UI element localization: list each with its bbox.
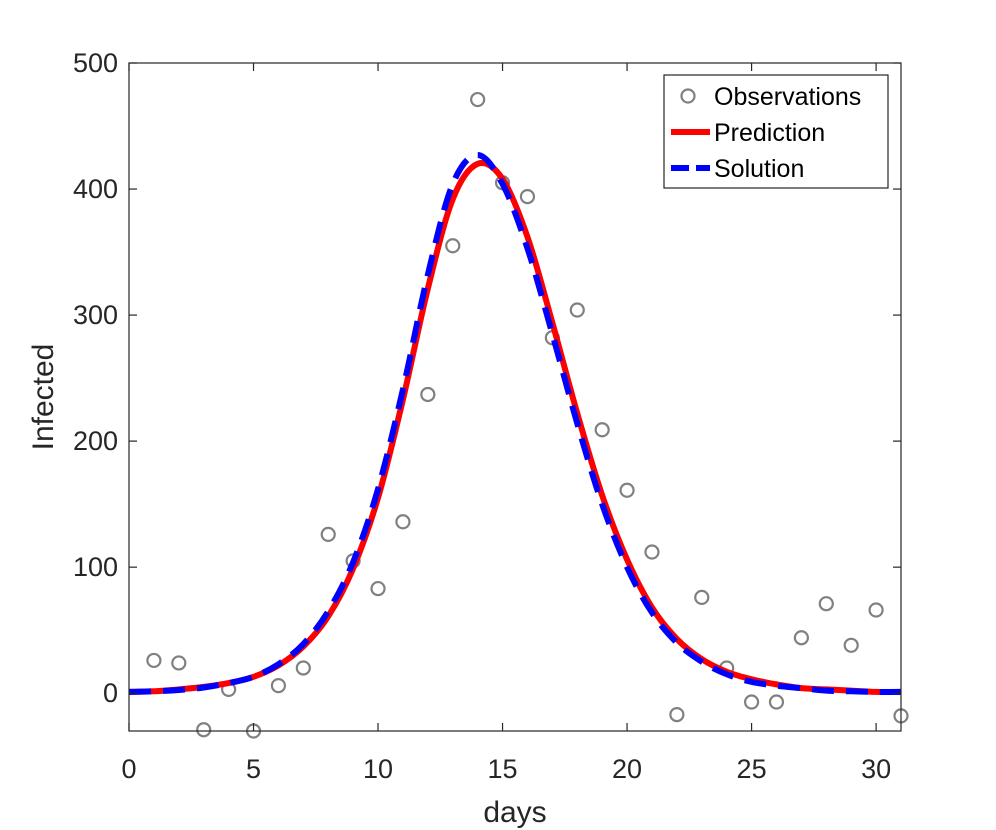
observation-point — [519, 189, 536, 205]
observation-point — [793, 630, 809, 646]
observation-point — [445, 238, 461, 254]
observation-point — [470, 91, 486, 108]
y-tick-label: 100 — [73, 552, 118, 582]
x-tick-label: 15 — [488, 754, 518, 784]
legend-marker-observations — [680, 88, 696, 104]
legend-label: Solution — [714, 155, 804, 183]
observation-point — [768, 694, 785, 710]
x-tick-label: 5 — [246, 754, 261, 784]
y-tick-label: 500 — [73, 48, 118, 78]
observation-point — [868, 602, 884, 618]
x-tick-label: 10 — [363, 754, 393, 784]
observation-point — [395, 514, 411, 530]
observation-point — [818, 596, 834, 612]
solution-line — [128, 152, 902, 695]
observation-point — [370, 580, 386, 597]
observation-point — [644, 544, 660, 560]
observation-point — [146, 652, 162, 669]
observation-point — [743, 694, 760, 710]
legend-label: Observations — [714, 83, 861, 111]
legend: Observations Prediction Solution — [663, 74, 889, 189]
observation-point — [843, 637, 859, 653]
x-tick-label: 0 — [121, 754, 136, 784]
observation-point — [320, 526, 336, 542]
observation-point — [594, 422, 610, 438]
observation-point — [295, 660, 311, 676]
x-tick-label: 30 — [861, 754, 891, 784]
x-tick-label: 20 — [612, 754, 642, 784]
x-tick-label: 25 — [737, 754, 767, 784]
x-axis-label: days — [483, 796, 546, 829]
observation-point — [694, 589, 710, 606]
y-tick-label: 0 — [103, 678, 118, 708]
observation-point — [669, 707, 685, 723]
y-tick-label: 400 — [73, 174, 118, 204]
observation-point — [270, 678, 287, 694]
observation-point — [569, 302, 585, 318]
observation-point — [619, 482, 635, 498]
series-layer — [128, 91, 909, 739]
observation-point — [171, 655, 187, 671]
y-tick-label: 200 — [73, 426, 118, 456]
legend-label: Prediction — [714, 119, 825, 147]
plot-frame — [128, 62, 902, 732]
observation-point — [420, 386, 436, 403]
y-tick-label: 300 — [73, 300, 118, 330]
y-axis-label: Infected — [27, 344, 60, 451]
observation-point — [196, 722, 212, 738]
